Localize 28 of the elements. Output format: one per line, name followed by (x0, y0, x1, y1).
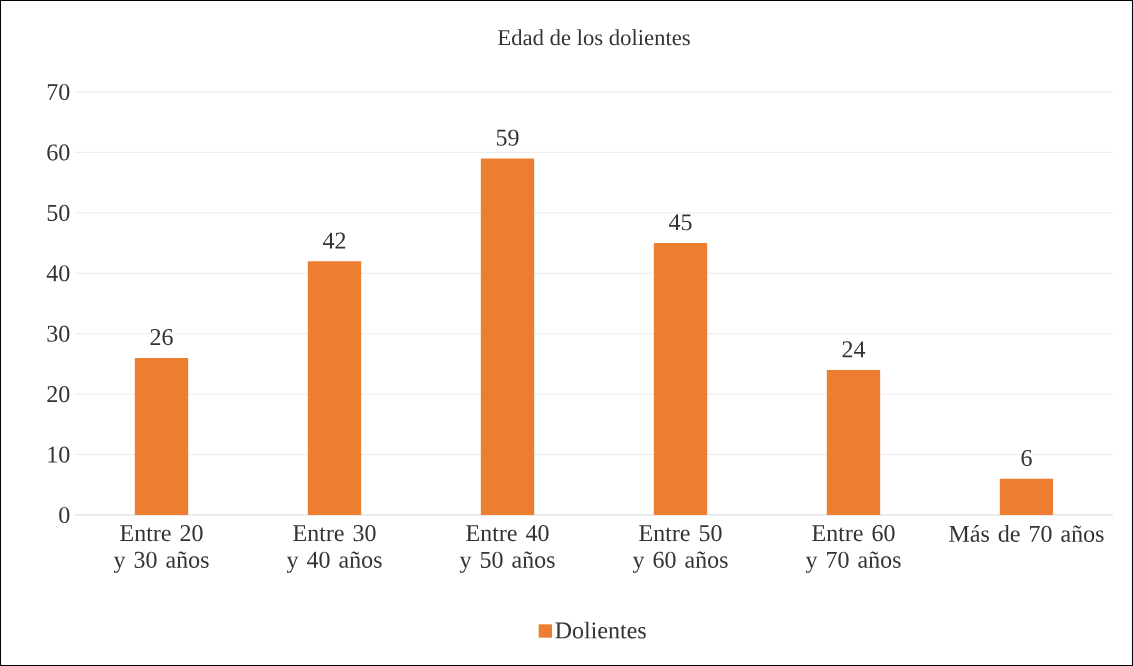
x-tick-label: Más de 70 años (949, 525, 1104, 542)
data-label: 59 (496, 129, 519, 146)
data-label: 26 (150, 329, 173, 346)
bar (480, 158, 535, 515)
bar (826, 369, 881, 515)
x-tick-label: Entre 20 y 30 años (113, 525, 209, 573)
data-label: 42 (322, 232, 346, 249)
bar (134, 357, 189, 515)
y-tick-label: 50 (47, 204, 70, 221)
y-tick-label: 70 (47, 83, 70, 101)
data-label: 6 (1021, 449, 1032, 467)
x-tick-label: Entre 60 y 70 años (805, 525, 901, 573)
y-tick-label: 20 (47, 386, 70, 403)
chart-title: Edad de los dolientes (498, 29, 690, 46)
x-tick-label: Entre 30 y 40 años (286, 525, 382, 573)
bar (307, 261, 362, 515)
y-tick-label: 0 (59, 506, 70, 524)
x-tick-label: Entre 50 y 60 años (632, 525, 728, 573)
y-tick-label: 10 (48, 446, 70, 463)
bar (999, 478, 1054, 515)
legend-label: Dolientes (555, 621, 646, 639)
x-tick-label: Entre 40 y 50 años (459, 525, 555, 573)
bar (653, 243, 708, 515)
data-label: 24 (842, 341, 866, 358)
data-label: 45 (668, 214, 692, 231)
y-tick-label: 40 (46, 265, 70, 282)
y-tick-label: 60 (47, 144, 70, 161)
y-tick-label: 30 (47, 325, 70, 342)
